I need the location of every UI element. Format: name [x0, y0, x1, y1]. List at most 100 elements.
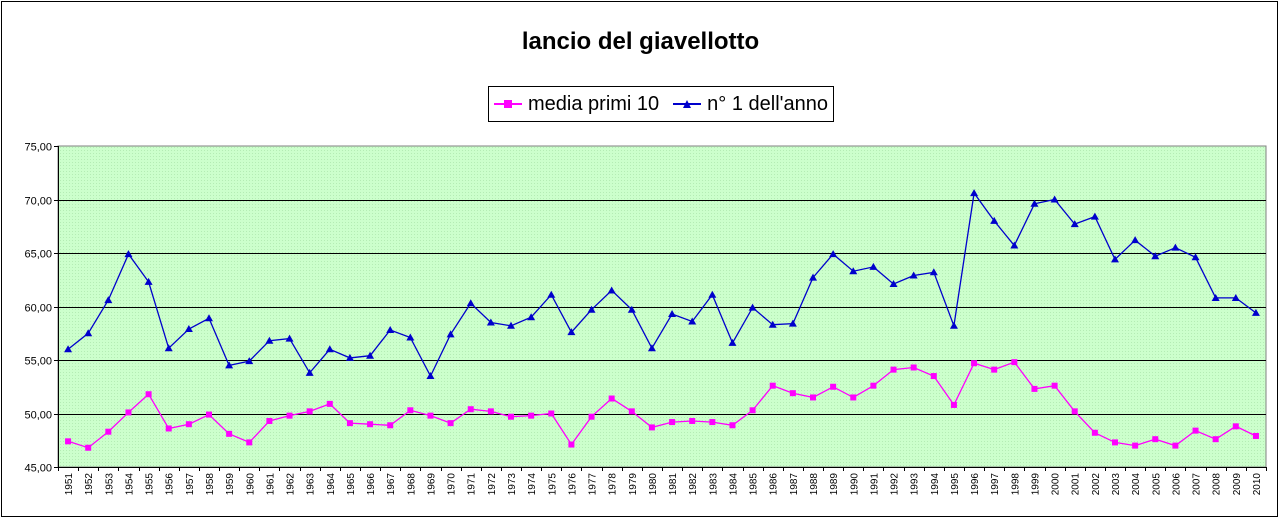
data-point: [1111, 255, 1119, 263]
x-tick-label: 2008: [1212, 473, 1223, 496]
data-point: [345, 353, 354, 361]
data-point: [1232, 423, 1239, 430]
x-tick-label: 1982: [688, 473, 699, 496]
legend-label-series-1: media primi 10: [528, 92, 660, 115]
data-point: [466, 299, 475, 307]
data-point: [407, 407, 414, 414]
data-point: [810, 394, 816, 401]
data-point: [647, 344, 656, 352]
x-tick-label: 1959: [225, 473, 236, 496]
data-point: [568, 441, 575, 448]
data-point: [1172, 442, 1179, 449]
data-point: [829, 250, 838, 258]
data-point: [205, 314, 213, 322]
data-point: [1131, 236, 1140, 244]
x-tick-label: 1977: [588, 473, 599, 496]
data-point: [991, 366, 998, 373]
data-point: [124, 250, 133, 258]
data-point: [688, 317, 697, 325]
x-tick-label: 1996: [970, 473, 981, 496]
data-point: [64, 345, 73, 353]
x-tick-label: 2007: [1192, 473, 1203, 496]
data-point: [547, 290, 556, 298]
x-tick-label: 1969: [426, 473, 437, 496]
x-tick-label: 2003: [1111, 473, 1122, 496]
x-tick-label: 2006: [1171, 473, 1182, 496]
data-point: [728, 338, 737, 346]
data-point: [184, 324, 193, 332]
data-point: [467, 406, 474, 413]
x-tick-label: 2005: [1151, 473, 1162, 496]
data-point: [910, 364, 917, 371]
data-point: [144, 277, 153, 285]
x-tick-label: 1997: [990, 473, 1001, 496]
data-point: [245, 357, 254, 365]
x-tick-label: 1960: [245, 473, 256, 496]
data-point: [1251, 308, 1260, 316]
x-tick-label: 1995: [950, 473, 961, 496]
data-point: [567, 328, 576, 336]
data-point: [849, 267, 858, 275]
x-tick-label: 1999: [1030, 473, 1041, 496]
data-point: [809, 273, 817, 281]
data-point: [1091, 429, 1098, 436]
data-point: [164, 344, 173, 352]
x-tick-label: 1963: [306, 473, 317, 496]
data-point: [306, 408, 313, 415]
data-point: [366, 351, 375, 359]
data-point: [588, 413, 595, 420]
data-point: [406, 333, 415, 341]
data-point: [527, 313, 536, 321]
data-point: [446, 330, 455, 338]
data-point: [447, 420, 454, 427]
y-tick-label: 65,00: [24, 249, 52, 261]
data-point: [487, 408, 494, 415]
x-tick-label: 1981: [668, 473, 679, 496]
x-tick-label: 2004: [1131, 473, 1142, 496]
x-tick-label: 1991: [869, 473, 880, 496]
x-tick-label: 1992: [890, 473, 901, 496]
data-point: [548, 410, 555, 417]
x-tick-label: 2002: [1091, 473, 1102, 496]
x-tick-label: 1990: [849, 473, 860, 496]
data-point: [627, 305, 636, 313]
data-point: [165, 425, 172, 432]
x-tick-label: 1974: [527, 473, 538, 496]
data-point: [709, 419, 716, 426]
data-point: [1192, 427, 1199, 434]
data-point: [990, 216, 999, 224]
plot-area: [57, 145, 1267, 468]
x-tick-label: 1978: [608, 473, 619, 496]
data-point: [225, 361, 234, 369]
data-point: [890, 366, 897, 373]
data-point: [1212, 436, 1219, 443]
data-point: [325, 345, 334, 353]
data-point: [689, 417, 696, 424]
y-tick-label: 60,00: [24, 303, 52, 315]
x-tick-label: 1961: [265, 473, 276, 496]
data-point: [869, 262, 878, 270]
legend-swatch-series-2: [673, 97, 702, 111]
y-tick-label: 70,00: [24, 196, 52, 208]
data-point: [1211, 293, 1220, 301]
data-point: [1010, 241, 1019, 249]
data-point: [104, 296, 113, 304]
data-point: [426, 372, 435, 380]
data-point: [929, 268, 938, 276]
data-point: [1031, 385, 1038, 392]
x-tick-label: 1993: [910, 473, 921, 496]
data-point: [1252, 432, 1259, 439]
data-point: [669, 419, 676, 426]
x-tick-label: 1983: [708, 473, 719, 496]
data-point: [84, 329, 93, 337]
x-tick-label: 1953: [104, 473, 115, 496]
x-tick-label: 1998: [1010, 473, 1021, 496]
x-tick-label: 1970: [447, 473, 458, 496]
data-point: [1071, 408, 1078, 415]
data-point: [1090, 212, 1099, 220]
data-point: [226, 430, 233, 437]
x-tick-label: 1976: [567, 473, 578, 496]
data-point: [85, 444, 92, 451]
legend: media primi 10 n° 1 dell'anno: [488, 86, 834, 122]
